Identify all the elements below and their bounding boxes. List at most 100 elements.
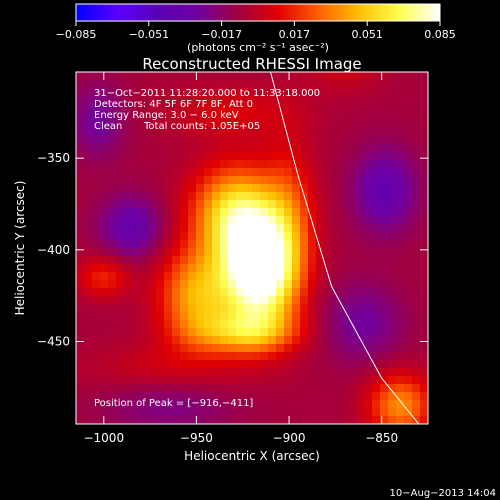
heatmap-cell (316, 376, 325, 385)
heatmap-cell (236, 160, 245, 169)
heatmap-cell (92, 328, 101, 337)
heatmap-cell (140, 88, 149, 97)
heatmap-cell (268, 312, 277, 321)
heatmap-cell (292, 224, 301, 233)
heatmap-cell (252, 384, 261, 393)
heatmap-cell (324, 208, 333, 217)
heatmap-cell (148, 248, 157, 257)
heatmap-cell (220, 80, 229, 89)
heatmap-cell (180, 304, 189, 313)
heatmap-cell (204, 136, 213, 145)
heatmap-cell (156, 96, 165, 105)
heatmap-cell (284, 264, 293, 273)
heatmap-cell (364, 272, 373, 281)
heatmap-cell (132, 112, 141, 121)
heatmap-cell (276, 368, 285, 377)
heatmap-cell (276, 160, 285, 169)
heatmap-cell (284, 96, 293, 105)
heatmap-cell (76, 72, 85, 81)
heatmap-cell (236, 392, 245, 401)
heatmap-cell (332, 272, 341, 281)
heatmap-cell (140, 368, 149, 377)
heatmap-cells (76, 72, 428, 424)
heatmap-cell (268, 192, 277, 201)
heatmap-cell (116, 400, 125, 409)
heatmap-cell (260, 248, 269, 257)
heatmap-cell (252, 104, 261, 113)
total-counts-annotation: Total counts: 1.05E+05 (143, 121, 260, 132)
heatmap-cell (148, 216, 157, 225)
heatmap-cell (356, 336, 365, 345)
heatmap-cell (84, 360, 93, 369)
heatmap-cell (380, 80, 389, 89)
heatmap-cell (244, 96, 253, 105)
heatmap-cell (92, 176, 101, 185)
heatmap-cell (252, 208, 261, 217)
heatmap-cell (308, 208, 317, 217)
heatmap-cell (420, 200, 428, 209)
heatmap-cell (372, 304, 381, 313)
colorbar-tick-label: 0.017 (279, 28, 311, 41)
chart-title: Reconstructed RHESSI Image (142, 55, 361, 73)
heatmap-cell (76, 120, 85, 129)
heatmap-cell (284, 144, 293, 153)
heatmap-cell (260, 224, 269, 233)
heatmap-cell (212, 400, 221, 409)
heatmap-cell (404, 184, 413, 193)
heatmap-cell (76, 248, 85, 257)
heatmap-cell (204, 320, 213, 329)
heatmap-cell (172, 400, 181, 409)
heatmap-cell (252, 288, 261, 297)
heatmap-cell (116, 384, 125, 393)
heatmap-cell (180, 272, 189, 281)
heatmap-cell (284, 120, 293, 129)
heatmap-cell (76, 296, 85, 305)
heatmap-cell (220, 328, 229, 337)
heatmap-cell (196, 192, 205, 201)
heatmap-cell (324, 88, 333, 97)
heatmap-cell (324, 304, 333, 313)
heatmap-cell (380, 200, 389, 209)
heatmap-cell (180, 120, 189, 129)
heatmap-cell (292, 256, 301, 265)
heatmap-cell (276, 296, 285, 305)
heatmap-cell (92, 416, 101, 424)
heatmap-cell (396, 416, 405, 424)
heatmap-cell (388, 232, 397, 241)
heatmap-cell (220, 224, 229, 233)
heatmap-cell (308, 368, 317, 377)
heatmap-cell (276, 328, 285, 337)
heatmap-cell (260, 176, 269, 185)
heatmap-cell (116, 344, 125, 353)
heatmap-cell (244, 184, 253, 193)
heatmap-cell (124, 384, 133, 393)
heatmap-cell (300, 336, 309, 345)
heatmap-cell (332, 160, 341, 169)
heatmap-cell (108, 192, 117, 201)
heatmap-cell (220, 232, 229, 241)
heatmap-cell (76, 272, 85, 281)
heatmap-cell (84, 416, 93, 424)
heatmap-cell (324, 224, 333, 233)
heatmap-cell (420, 400, 428, 409)
heatmap-cell (212, 232, 221, 241)
heatmap-cell (132, 176, 141, 185)
heatmap-cell (140, 104, 149, 113)
heatmap-cell (212, 88, 221, 97)
heatmap-cell (380, 208, 389, 217)
heatmap-cell (236, 128, 245, 137)
heatmap-cell (396, 352, 405, 361)
heatmap-cell (228, 192, 237, 201)
heatmap-cell (76, 224, 85, 233)
heatmap-cell (316, 232, 325, 241)
heatmap-cell (172, 160, 181, 169)
heatmap-cell (356, 200, 365, 209)
heatmap-cell (212, 352, 221, 361)
heatmap-cell (260, 352, 269, 361)
heatmap-cell (132, 248, 141, 257)
heatmap-cell (148, 160, 157, 169)
heatmap-cell (196, 280, 205, 289)
heatmap-cell (364, 72, 373, 81)
heatmap-cell (412, 104, 421, 113)
heatmap-cell (268, 88, 277, 97)
